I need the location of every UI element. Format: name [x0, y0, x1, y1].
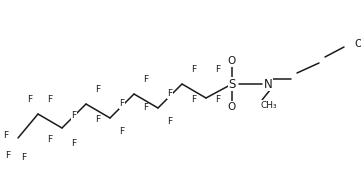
Text: F: F: [71, 138, 77, 147]
Text: F: F: [95, 85, 101, 95]
Text: F: F: [47, 96, 53, 104]
Text: O: O: [228, 56, 236, 66]
Text: CH₃: CH₃: [261, 101, 277, 110]
Text: F: F: [191, 96, 196, 104]
Text: F: F: [216, 96, 221, 104]
Text: F: F: [216, 65, 221, 75]
Text: F: F: [47, 136, 53, 144]
Text: F: F: [143, 76, 149, 84]
Text: F: F: [21, 153, 27, 162]
Text: O: O: [228, 102, 236, 112]
Text: F: F: [119, 99, 125, 109]
Text: F: F: [191, 65, 196, 75]
Text: F: F: [27, 96, 32, 104]
Text: F: F: [95, 116, 101, 124]
Text: OH: OH: [354, 39, 361, 49]
Text: F: F: [71, 112, 77, 121]
Text: N: N: [264, 78, 273, 90]
Text: F: F: [168, 90, 173, 98]
Text: F: F: [143, 104, 149, 113]
Text: F: F: [4, 132, 9, 141]
Text: F: F: [5, 152, 10, 161]
Text: F: F: [119, 127, 125, 136]
Text: S: S: [228, 78, 236, 90]
Text: F: F: [168, 118, 173, 127]
